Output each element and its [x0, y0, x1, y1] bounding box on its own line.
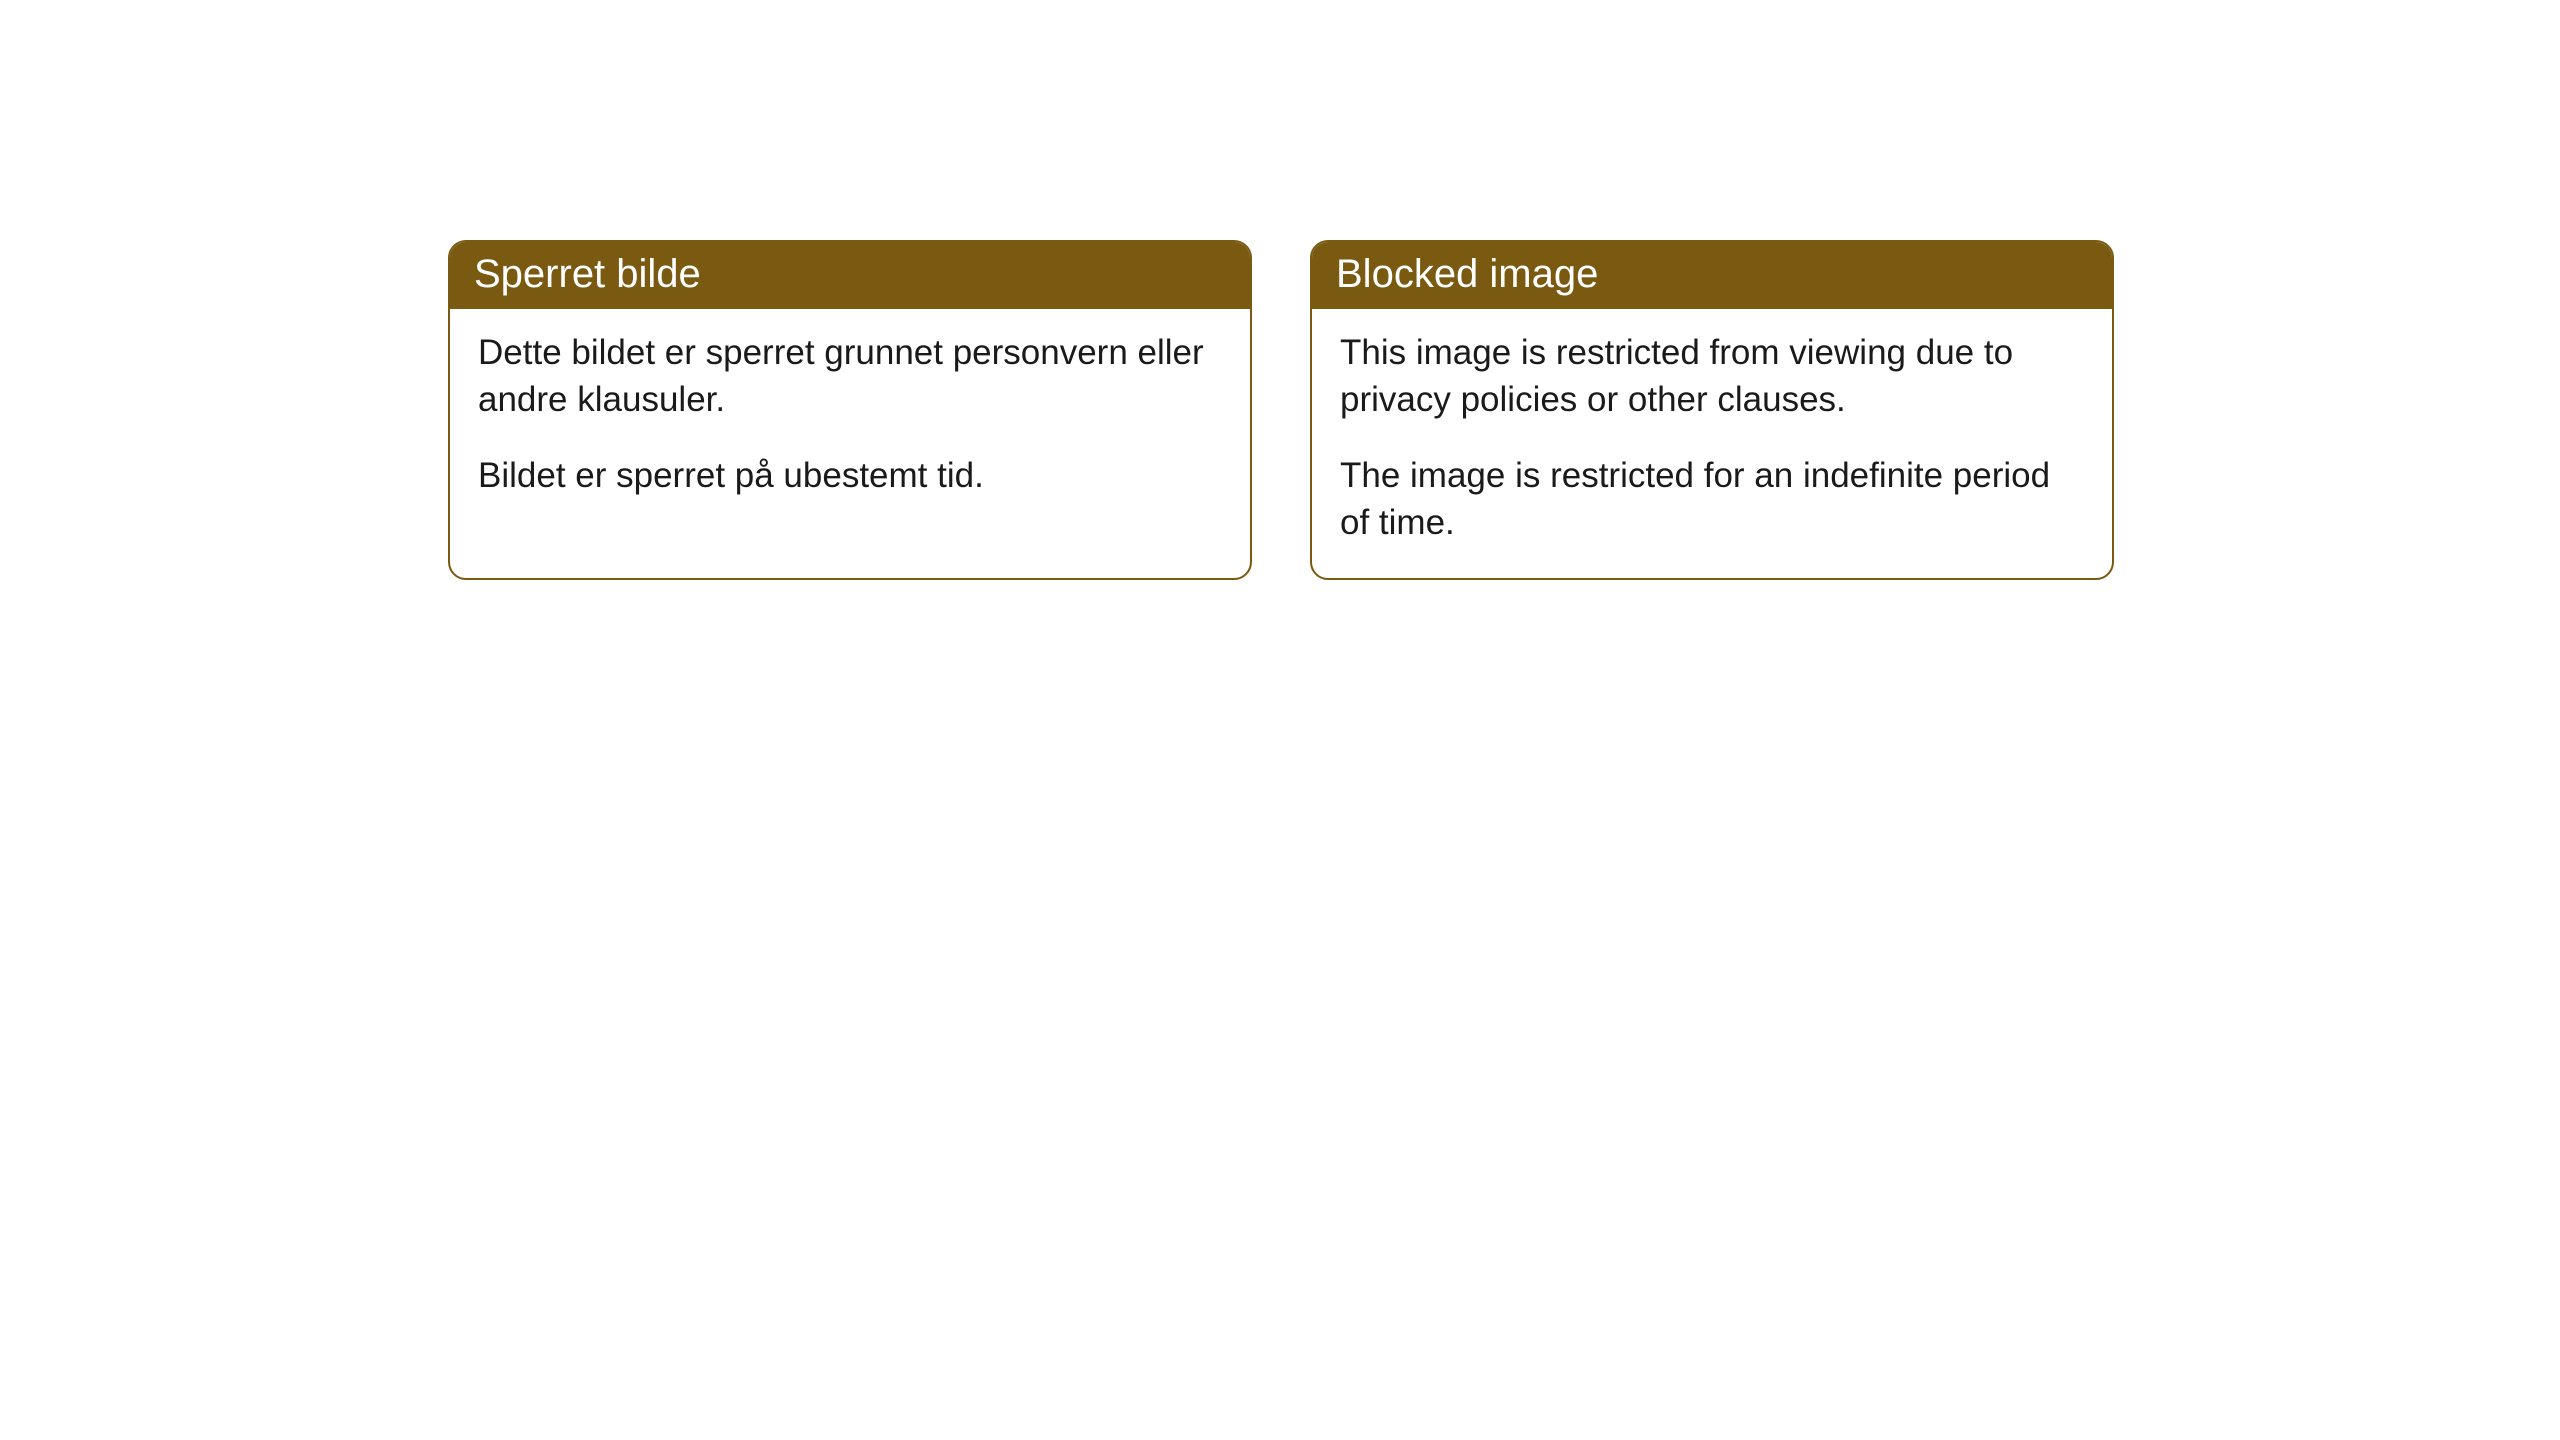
- card-text-english-1: This image is restricted from viewing du…: [1340, 329, 2084, 424]
- card-body-english: This image is restricted from viewing du…: [1312, 309, 2112, 578]
- card-header-norwegian: Sperret bilde: [450, 242, 1250, 309]
- card-text-norwegian-1: Dette bildet er sperret grunnet personve…: [478, 329, 1222, 424]
- card-body-norwegian: Dette bildet er sperret grunnet personve…: [450, 309, 1250, 531]
- card-english: Blocked image This image is restricted f…: [1310, 240, 2114, 580]
- card-header-english: Blocked image: [1312, 242, 2112, 309]
- card-text-english-2: The image is restricted for an indefinit…: [1340, 452, 2084, 547]
- card-text-norwegian-2: Bildet er sperret på ubestemt tid.: [478, 452, 1222, 499]
- card-norwegian: Sperret bilde Dette bildet er sperret gr…: [448, 240, 1252, 580]
- cards-container: Sperret bilde Dette bildet er sperret gr…: [0, 0, 2560, 580]
